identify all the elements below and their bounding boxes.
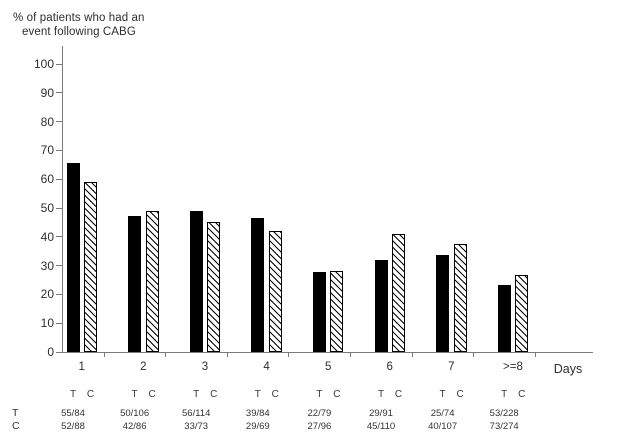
y-axis-tick: [56, 351, 62, 353]
pair-label-t: T: [69, 389, 77, 400]
y-axis-tick-label: 20: [40, 287, 54, 302]
x-axis-tick-label: 7: [448, 361, 455, 373]
y-axis-tick: [56, 178, 62, 180]
y-axis-tick: [56, 92, 62, 94]
x-axis-tick-label: >=8: [503, 361, 523, 373]
t-bar-day-7: [436, 254, 450, 352]
pair-label-c: C: [271, 389, 279, 400]
chart-title: % of patients who had an event following…: [13, 11, 145, 39]
pair-label-t: T: [501, 389, 508, 400]
x-axis-tick-label: 5: [324, 361, 332, 373]
x-axis-tick-label: 3: [201, 361, 209, 373]
x-axis-tick-label: 6: [386, 361, 393, 373]
fraction-c-day-7: 40/107: [428, 421, 458, 432]
x-axis-line: [62, 352, 593, 353]
fraction-t-day->=8: 53/228: [489, 408, 519, 419]
t-bar-day-6: [374, 260, 388, 352]
c-bar-day-6: [392, 234, 405, 352]
c-bar-day-4: [268, 231, 282, 352]
y-axis-tick-label: 50: [40, 201, 54, 215]
fraction-c-day-3: 33/73: [184, 421, 209, 432]
fraction-t-day-2: 50/106: [120, 408, 150, 419]
x-axis-category-tick: [288, 353, 290, 357]
table-row-label-t: T: [12, 407, 19, 419]
fraction-t-day-5: 22/79: [307, 408, 332, 419]
x-axis-title: Days: [553, 362, 583, 376]
fraction-c-day->=8: 73/274: [489, 421, 519, 432]
x-axis-category-tick: [165, 353, 167, 357]
t-bar-day-4: [251, 218, 265, 352]
pair-label-c: C: [518, 389, 526, 400]
t-bar-day->=8: [497, 285, 511, 352]
pair-label-c: C: [394, 389, 403, 400]
y-axis-tick: [56, 207, 62, 209]
y-axis-tick-label: 10: [40, 316, 54, 331]
chart-title-line2: event following CABG: [22, 26, 136, 38]
x-axis-category-tick: [473, 353, 475, 357]
y-axis-tick-label: 0: [47, 345, 54, 359]
t-bar-day-5: [312, 271, 326, 352]
y-axis-tick-label: 30: [40, 258, 54, 273]
fraction-c-day-4: 29/69: [245, 421, 270, 432]
x-axis-category-tick: [411, 353, 413, 357]
y-axis-line: [62, 46, 63, 353]
y-axis-tick-label: 100: [33, 57, 54, 71]
pair-label-t: T: [439, 389, 446, 400]
y-axis-tick: [56, 121, 62, 123]
c-bar-day-5: [330, 271, 344, 352]
pair-label-c: C: [333, 389, 341, 400]
y-axis-tick: [56, 322, 62, 324]
x-axis-tick-label: 2: [140, 361, 147, 373]
pair-label-t: T: [254, 389, 261, 400]
y-axis-tick: [56, 236, 62, 238]
pair-label-t: T: [193, 389, 200, 400]
x-axis-category-tick: [350, 353, 351, 357]
pair-label-t: T: [377, 389, 385, 400]
x-axis-tick-label: 4: [263, 361, 270, 373]
table-row-label-c: C: [12, 420, 20, 432]
c-bar-day-7: [453, 244, 467, 352]
pair-label-t: T: [316, 389, 323, 400]
fraction-c-day-6: 45/110: [366, 421, 396, 432]
t-bar-day-3: [189, 210, 203, 352]
t-bar-day-1: [66, 163, 80, 352]
y-axis-tick-label: 40: [40, 229, 54, 244]
y-axis-tick: [56, 265, 62, 267]
fraction-t-day-6: 29/91: [369, 408, 393, 419]
fraction-t-day-1: 55/84: [61, 408, 85, 419]
c-bar-day-3: [207, 221, 221, 352]
chart-title-line1: % of patients who had an: [13, 12, 145, 24]
pair-label-c: C: [148, 389, 156, 400]
y-axis-tick-label: 90: [40, 85, 54, 100]
pair-label-c: C: [456, 389, 464, 400]
pair-label-t: T: [131, 389, 138, 400]
y-axis-tick: [56, 63, 62, 65]
fraction-c-day-1: 52/88: [61, 421, 85, 432]
y-axis-tick-label: 80: [40, 114, 54, 129]
y-axis-tick-label: 60: [40, 172, 54, 187]
y-axis-tick: [56, 149, 62, 151]
fraction-c-day-2: 42/86: [122, 421, 147, 432]
fraction-t-day-7: 25/74: [430, 408, 455, 419]
x-axis-tick-label: 1: [78, 361, 85, 373]
fraction-c-day-5: 27/96: [307, 421, 332, 432]
pair-label-c: C: [86, 389, 95, 400]
x-axis-category-tick: [103, 353, 105, 357]
c-bar-day->=8: [515, 275, 529, 352]
fraction-t-day-3: 56/114: [182, 408, 211, 419]
fraction-t-day-4: 39/84: [245, 408, 270, 419]
t-bar-day-2: [128, 216, 142, 352]
c-bar-day-1: [84, 181, 97, 352]
x-axis-category-tick: [534, 353, 536, 357]
y-axis-tick: [56, 293, 62, 295]
pair-label-c: C: [210, 389, 218, 400]
c-bar-day-2: [145, 211, 159, 352]
x-axis-category-tick: [226, 353, 228, 357]
y-axis-tick-label: 70: [40, 143, 54, 158]
